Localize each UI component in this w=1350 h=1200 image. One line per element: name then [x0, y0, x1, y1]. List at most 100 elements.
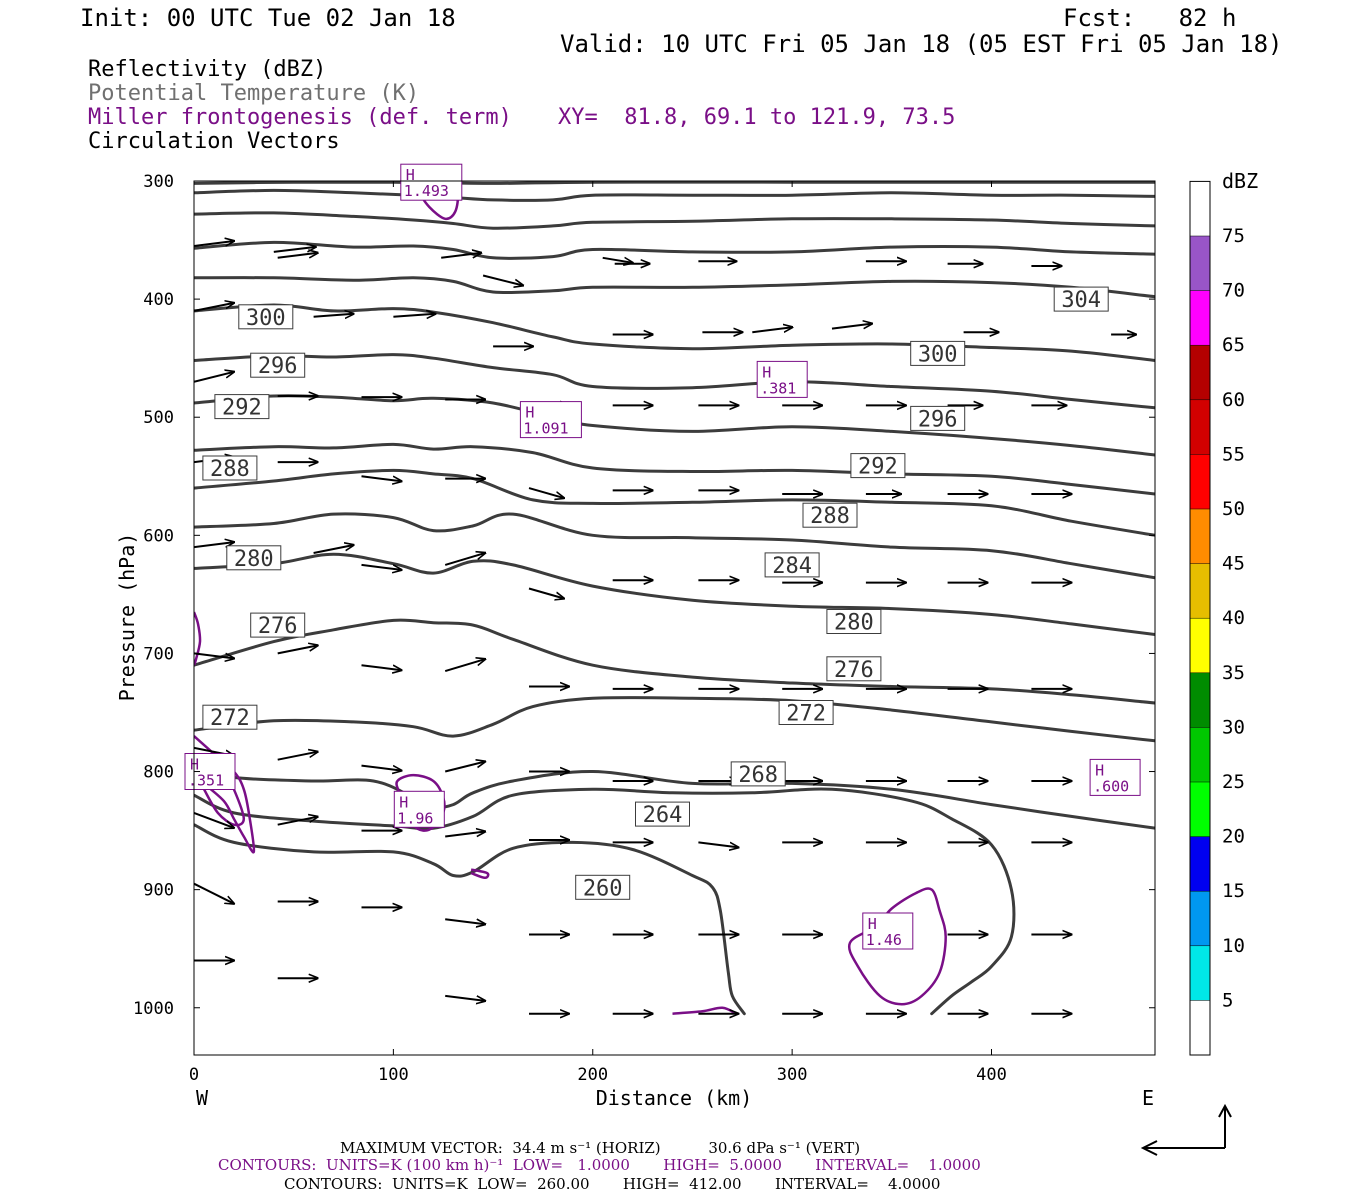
circulation-vector-45	[361, 563, 402, 570]
colorbar-label-65: 65	[1222, 334, 1245, 356]
colorbar-segment-0	[1190, 1000, 1210, 1055]
x-tick-label-100: 100	[378, 1065, 409, 1085]
circulation-vector-4	[482, 274, 523, 286]
y-tick-label-400: 400	[143, 290, 174, 310]
miller-high-marker: H	[406, 166, 415, 184]
circulation-vector-17	[752, 327, 792, 334]
colorbar: 5 10 15 20 25 30 35 40 45 50 55 60 65 70 75	[1189, 180, 1245, 1056]
theta-label-288: 288	[210, 457, 250, 482]
theta-label-box-11	[1053, 286, 1109, 312]
circulation-vector-21	[194, 372, 234, 383]
miller-high-marker: H	[868, 915, 877, 933]
theta-label-box-2	[730, 761, 786, 787]
colorbar-label-50: 50	[1222, 498, 1245, 520]
circulation-vector-2	[273, 247, 316, 253]
contour-labels: 260 264 268 272 276 280 284 288 292 296 300 304 272 2…	[184, 163, 1141, 950]
miller-label-box-0	[393, 790, 445, 828]
theta-label-268: 268	[738, 763, 778, 788]
miller-label-1.46: 1.46	[866, 931, 902, 949]
circulation-vectors	[194, 241, 1136, 1014]
theta-contour-300	[194, 353, 1155, 410]
colorbar-segment-2	[1190, 891, 1210, 946]
miller-contours	[194, 181, 947, 1015]
miller-high-marker: H	[190, 756, 199, 774]
miller-contour-5	[194, 611, 202, 666]
legend-reflectivity: Reflectivity (dBZ)	[88, 57, 327, 82]
colorbar-segment-6	[1190, 672, 1210, 728]
theta-contour-260	[194, 823, 746, 1016]
theta-label-box-6	[764, 552, 820, 578]
circulation-vector-90	[445, 918, 485, 924]
theta-label-288: 288	[810, 504, 850, 529]
theta-label-box-0	[575, 874, 631, 900]
miller-label-box-3	[756, 360, 808, 398]
circulation-vector-46	[444, 553, 485, 566]
theta-label-box-9	[910, 405, 966, 431]
forecast-hour: Fcst: 82 h	[1063, 4, 1237, 32]
circulation-vector-18	[831, 324, 872, 330]
y-tick-label-800: 800	[143, 763, 174, 783]
theta-label-276: 276	[834, 658, 874, 683]
circulation-vector-76	[194, 811, 234, 828]
init-time: Init: 00 UTC Tue 02 Jan 18	[80, 4, 456, 32]
theta-label-300: 300	[918, 342, 958, 367]
theta-label-box-15	[202, 455, 258, 481]
colorbar-segment-10	[1190, 454, 1210, 509]
theta-label-284: 284	[772, 554, 812, 579]
colorbar-label-20: 20	[1222, 826, 1245, 848]
theta-contour-268	[194, 764, 1155, 830]
colorbar-label-45: 45	[1222, 553, 1245, 575]
theta-label-box-7	[802, 502, 858, 528]
x-tick-label-400: 400	[976, 1065, 1007, 1085]
theta-contour-312	[194, 240, 1155, 260]
colorbar-label-70: 70	[1222, 280, 1245, 302]
theta-label-260: 260	[583, 876, 623, 901]
colorbar-segment-15	[1190, 181, 1210, 236]
theta-contour-320	[194, 188, 1155, 202]
miller-contour-7	[470, 868, 490, 880]
x-axis-left-end-label: W	[196, 1086, 209, 1110]
legend-circulation-vectors: Circulation Vectors	[88, 129, 340, 154]
footer-theta-contours: CONTOURS: UNITS=K LOW= 260.00 HIGH= 412.…	[284, 1175, 941, 1193]
theta-label-304: 304	[1061, 288, 1101, 313]
miller-label-box-5	[400, 163, 463, 201]
colorbar-segment-8	[1190, 563, 1210, 619]
circulation-vector-13	[393, 314, 435, 317]
theta-label-box-12	[202, 704, 258, 730]
colorbar-segment-1	[1190, 945, 1210, 1001]
theta-label-300: 300	[246, 306, 286, 331]
footer-max-vector: MAXIMUM VECTOR: 34.4 m s⁻¹ (HORIZ) 30.6 …	[340, 1139, 861, 1157]
miller-label-box-2	[1089, 758, 1141, 796]
miller-label-1.493: 1.493	[404, 182, 449, 200]
legend-potential-temperature: Potential Temperature (K)	[88, 81, 420, 106]
y-tick-label-500: 500	[143, 408, 174, 428]
theta-contour-284	[194, 512, 1155, 580]
plot-frame	[193, 180, 1156, 1056]
circulation-vector-100	[445, 994, 485, 1001]
theta-label-276: 276	[258, 614, 298, 639]
circulation-vector-5	[602, 258, 633, 263]
theta-contour-288	[194, 468, 1155, 537]
theta-contour-296	[194, 394, 1155, 457]
circulation-vector-87	[194, 882, 234, 904]
miller-label-1.091: 1.091	[523, 420, 568, 438]
colorbar-segment-13	[1190, 290, 1210, 346]
theta-label-272: 272	[210, 706, 250, 731]
circulation-vector-57	[444, 659, 485, 673]
miller-high-marker: H	[762, 363, 771, 381]
circulation-vector-43	[194, 542, 234, 549]
colorbar-label-30: 30	[1222, 716, 1245, 738]
colorbar-segment-3	[1190, 836, 1210, 892]
theta-contour-276	[194, 618, 1155, 705]
theta-contour-304	[194, 303, 1155, 362]
theta-label-box-17	[250, 352, 306, 378]
theta-contour-280	[194, 552, 1155, 636]
footer-miller-contours: CONTOURS: UNITS=K (100 km h)⁻¹ LOW= 1.00…	[218, 1156, 981, 1174]
circulation-vector-34	[361, 475, 402, 481]
x-tick-label-300: 300	[777, 1065, 808, 1085]
colorbar-segment-5	[1190, 727, 1210, 782]
theta-contour-272	[194, 696, 1155, 743]
theta-label-292: 292	[222, 396, 262, 421]
theta-label-box-4	[826, 656, 882, 682]
